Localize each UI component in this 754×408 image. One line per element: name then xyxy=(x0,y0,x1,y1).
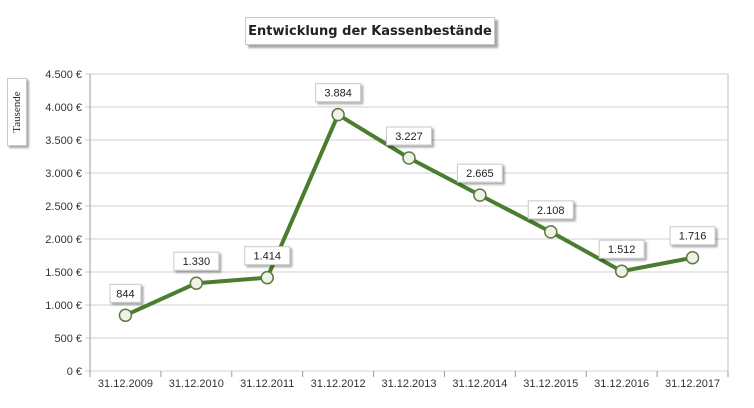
data-label: 3.884 xyxy=(324,88,352,100)
data-point xyxy=(331,107,345,122)
data-label: 1.330 xyxy=(183,256,211,268)
data-point xyxy=(118,308,133,323)
x-tick-label: 31.12.2016 xyxy=(594,378,649,390)
x-tick-label: 31.12.2014 xyxy=(452,378,507,390)
data-label-box xyxy=(315,83,362,103)
y-tick-label: 3.500 € xyxy=(45,135,82,147)
y-tick-label: 3.000 € xyxy=(45,168,82,180)
y-tick-label: 4.500 € xyxy=(45,69,82,81)
data-label-box xyxy=(598,239,645,259)
data-label-box xyxy=(109,283,142,303)
data-label: 2.665 xyxy=(466,168,494,180)
data-point xyxy=(189,276,204,290)
data-label: 3.227 xyxy=(395,131,423,143)
x-tick-label: 31.12.2010 xyxy=(169,378,224,390)
y-tick-label: 4.000 € xyxy=(45,102,82,114)
plot-frame xyxy=(89,73,729,372)
data-point xyxy=(544,225,558,239)
data-label: 1.716 xyxy=(679,231,707,243)
y-tick-label: 2.500 € xyxy=(45,201,82,213)
data-point xyxy=(260,270,274,285)
x-tick-label: 31.12.2015 xyxy=(523,378,578,390)
y-axis-label-box: Tausende xyxy=(7,78,27,146)
x-tick-label: 31.12.2009 xyxy=(98,378,153,390)
data-label-box xyxy=(527,200,574,220)
data-label-box xyxy=(173,251,220,271)
data-point xyxy=(473,188,487,202)
y-tick-label: 1.500 € xyxy=(45,267,82,279)
data-label-box xyxy=(244,246,291,266)
y-tick-label: 2.000 € xyxy=(45,234,82,246)
x-tick-label: 31.12.2013 xyxy=(381,378,436,390)
data-label: 1.414 xyxy=(253,251,281,263)
y-tick-label: 0 € xyxy=(67,366,82,378)
data-label: 2.108 xyxy=(537,205,565,217)
data-point xyxy=(614,264,629,278)
data-label: 844 xyxy=(116,288,134,300)
data-label-box xyxy=(669,226,716,246)
data-point xyxy=(685,250,700,265)
x-tick-label: 31.12.2011 xyxy=(240,378,294,390)
y-tick-label: 1.000 € xyxy=(45,300,82,312)
x-tick-label: 31.12.2017 xyxy=(665,378,720,390)
data-point xyxy=(402,151,416,165)
chart-title: Entwicklung der Kassenbestände xyxy=(245,17,495,45)
x-tick-label: 31.12.2012 xyxy=(311,378,366,390)
data-label: 1.512 xyxy=(608,244,636,256)
data-label-box xyxy=(386,126,432,146)
y-tick-label: 500 € xyxy=(54,333,82,345)
data-label-box xyxy=(456,163,503,183)
